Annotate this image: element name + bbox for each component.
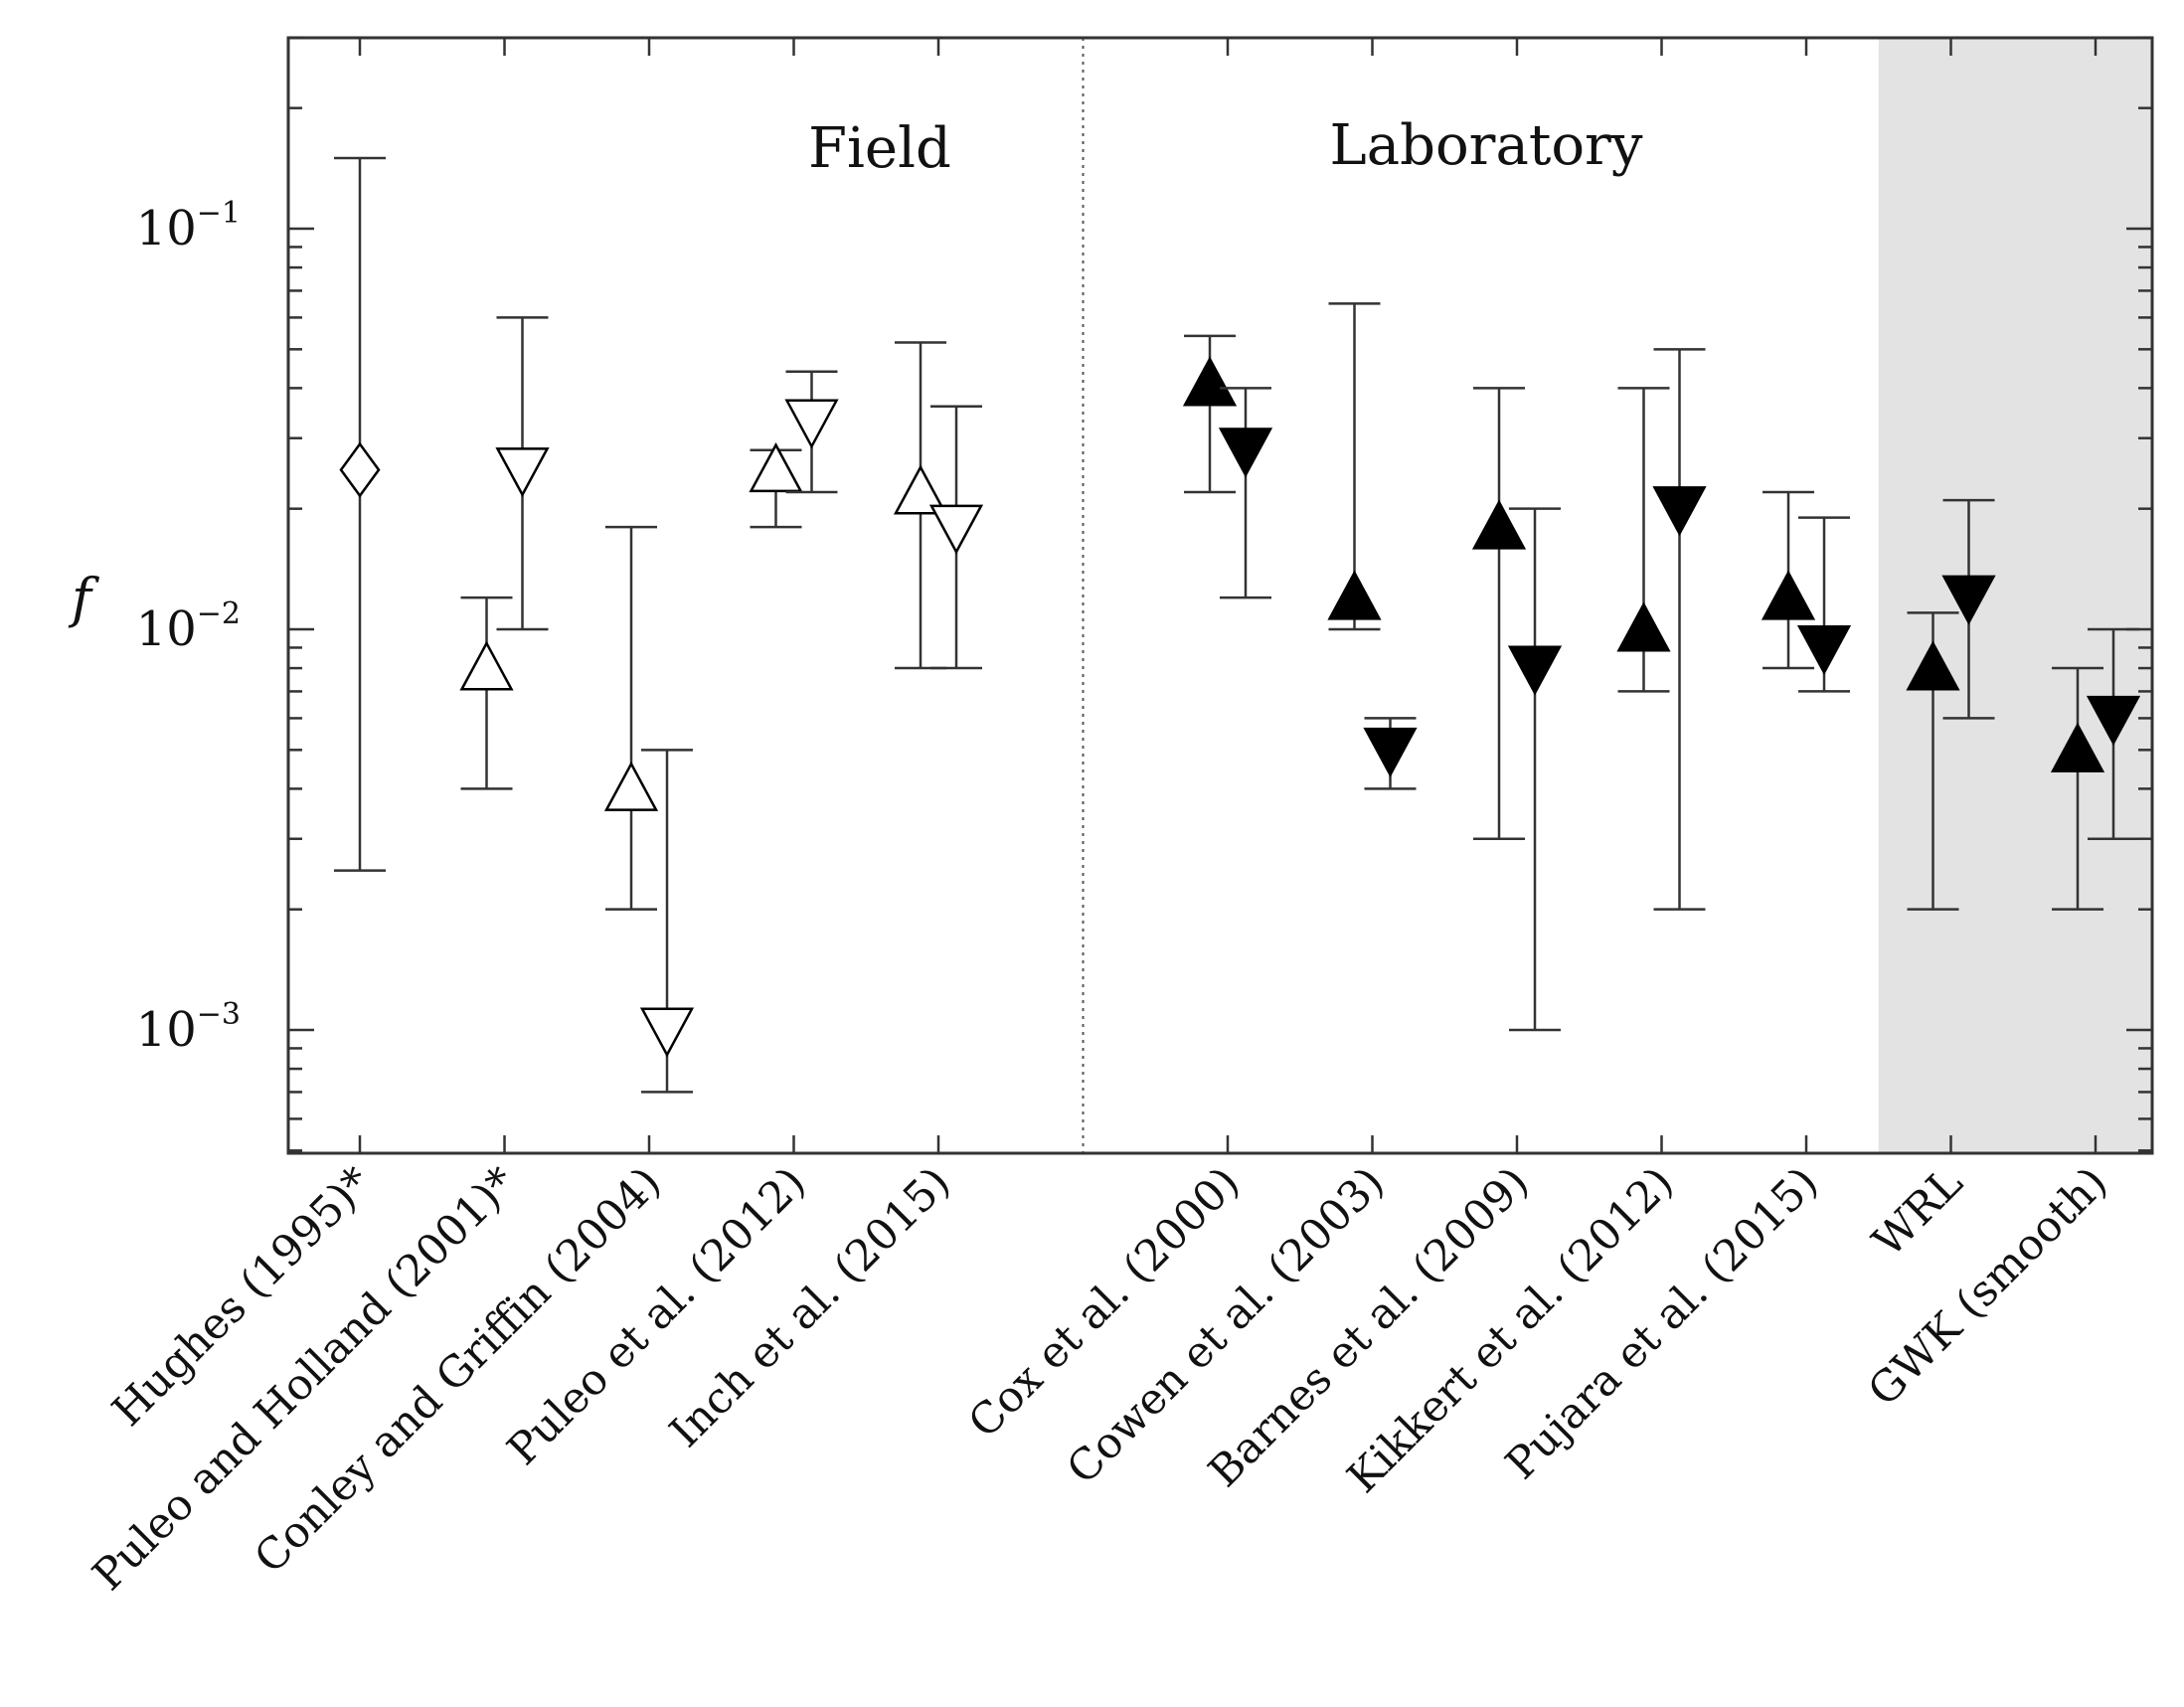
category-label: Hughes (1995)* — [103, 1157, 382, 1436]
marker-pujara-et-al-2015-down — [1796, 624, 1852, 676]
marker-inch-et-al-2015-up — [893, 464, 948, 515]
marker-cox-et-al-2000-down — [1218, 427, 1273, 478]
plot-frame — [286, 36, 2154, 1155]
shaded-region — [1878, 38, 2152, 1153]
marker-wrl-up — [1906, 640, 1960, 691]
marker-puleo-et-al-2012-up — [749, 442, 803, 493]
category-label: Inch et al. (2015) — [660, 1157, 959, 1456]
marker-puleo-et-al-2012-down — [784, 399, 839, 449]
data-marks — [334, 156, 2141, 1094]
marker-pujara-et-al-2015-up — [1761, 570, 1816, 620]
category-label: Cox et al. (2000) — [959, 1157, 1250, 1448]
y-tick-label: 10−1 — [136, 196, 241, 256]
marker-puleo-and-holland-2001-up — [459, 640, 514, 691]
marker-barnes-et-al-2009-up — [1471, 499, 1527, 550]
y-tick-label: 10−2 — [136, 597, 241, 657]
marker-cowen-et-al-2003-up — [1327, 570, 1382, 620]
marker-inch-et-al-2015-down — [928, 504, 984, 555]
category-label: WRL — [1864, 1157, 1973, 1267]
field-annotation: Field — [808, 116, 951, 181]
marker-conley-and-griffin-2004-up — [603, 761, 659, 811]
marker-gwk-smooth-down — [2086, 695, 2141, 747]
marker-conley-and-griffin-2004-down — [639, 1007, 695, 1058]
marker-kikkert-et-al-2012-down — [1652, 486, 1707, 537]
marker-cowen-et-al-2003-down — [1363, 727, 1418, 777]
laboratory-annotation: Laboratory — [1330, 113, 1643, 178]
marker-cox-et-al-2000-up — [1182, 356, 1238, 407]
y-tick-label: 10−3 — [136, 997, 241, 1058]
marker-kikkert-et-al-2012-up — [1616, 601, 1671, 652]
y-axis-label: f — [68, 567, 99, 629]
marker-gwk-smooth-up — [2050, 722, 2105, 772]
marker-puleo-and-holland-2001-down — [495, 447, 550, 498]
marker-wrl-down — [1941, 575, 1996, 625]
marker-barnes-et-al-2009-down — [1507, 645, 1563, 696]
marker-hughes-1995 — [339, 441, 381, 498]
